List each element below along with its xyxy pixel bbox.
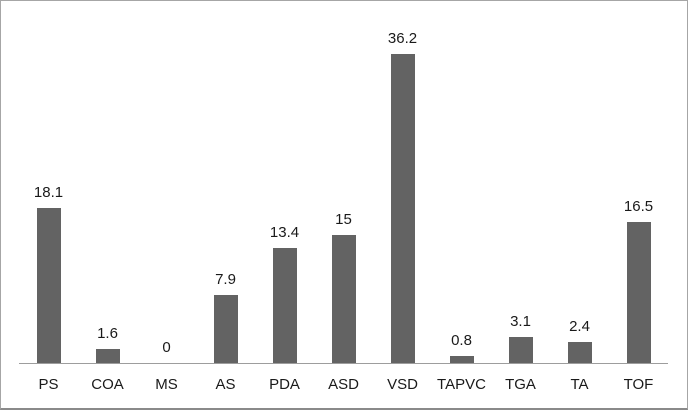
bar-column: 16.5 [609, 21, 668, 363]
bar [272, 248, 297, 363]
x-axis-label: COA [91, 376, 124, 393]
x-axis-label: TGA [505, 376, 536, 393]
bar-column: 13.4 [255, 21, 314, 363]
x-axis-label: AS [215, 376, 236, 393]
bar [95, 349, 120, 363]
x-axis-label: VSD [387, 376, 418, 393]
bar [449, 356, 474, 363]
bar [213, 295, 238, 363]
x-axis-label: PDA [269, 376, 300, 393]
x-axis-line [19, 363, 668, 364]
bar-column: 3.1 [491, 21, 550, 363]
bar-value-label: 1.6 [97, 325, 118, 343]
bar-value-label: 13.4 [269, 224, 300, 242]
bar [567, 342, 592, 363]
bar-column: 36.2 [373, 21, 432, 363]
plot-area: 18.1 1.6 0 7.9 13.4 15 36.2 0.8 3.1 2.4 16.5 [19, 21, 668, 363]
bar [626, 221, 651, 363]
bar-column: 18.1 [19, 21, 78, 363]
x-axis-label: TOF [623, 376, 654, 393]
bar-value-label: 0 [162, 339, 171, 356]
bar [36, 208, 61, 363]
bar [508, 336, 533, 363]
bar [331, 234, 356, 363]
bar-value-label: 16.5 [623, 197, 654, 215]
bar-value-label: 2.4 [569, 318, 590, 336]
bar-value-label: 36.2 [387, 29, 418, 47]
x-axis-label: TAPVC [437, 376, 486, 393]
bar-column: 1.6 [78, 21, 137, 363]
bar-column: 0 [137, 21, 196, 363]
bar-column: 0.8 [432, 21, 491, 363]
bar-value-label: 0.8 [451, 332, 472, 350]
x-axis-label: MS [155, 376, 178, 393]
bar-value-label: 18.1 [33, 184, 64, 202]
x-axis-labels-row: PS COA MS AS PDA ASD VSD TAPVC TGA TA TOF [19, 375, 668, 395]
bar-column: 15 [314, 21, 373, 363]
bar-value-label: 7.9 [215, 271, 236, 289]
bar-value-label: 3.1 [510, 312, 531, 330]
x-axis-label: TA [570, 376, 589, 393]
bar-column: 2.4 [550, 21, 609, 363]
x-axis-label: ASD [328, 376, 359, 393]
bar [390, 53, 415, 363]
x-axis-label: PS [38, 376, 59, 393]
bar-column: 7.9 [196, 21, 255, 363]
bar-value-label: 15 [335, 210, 352, 228]
